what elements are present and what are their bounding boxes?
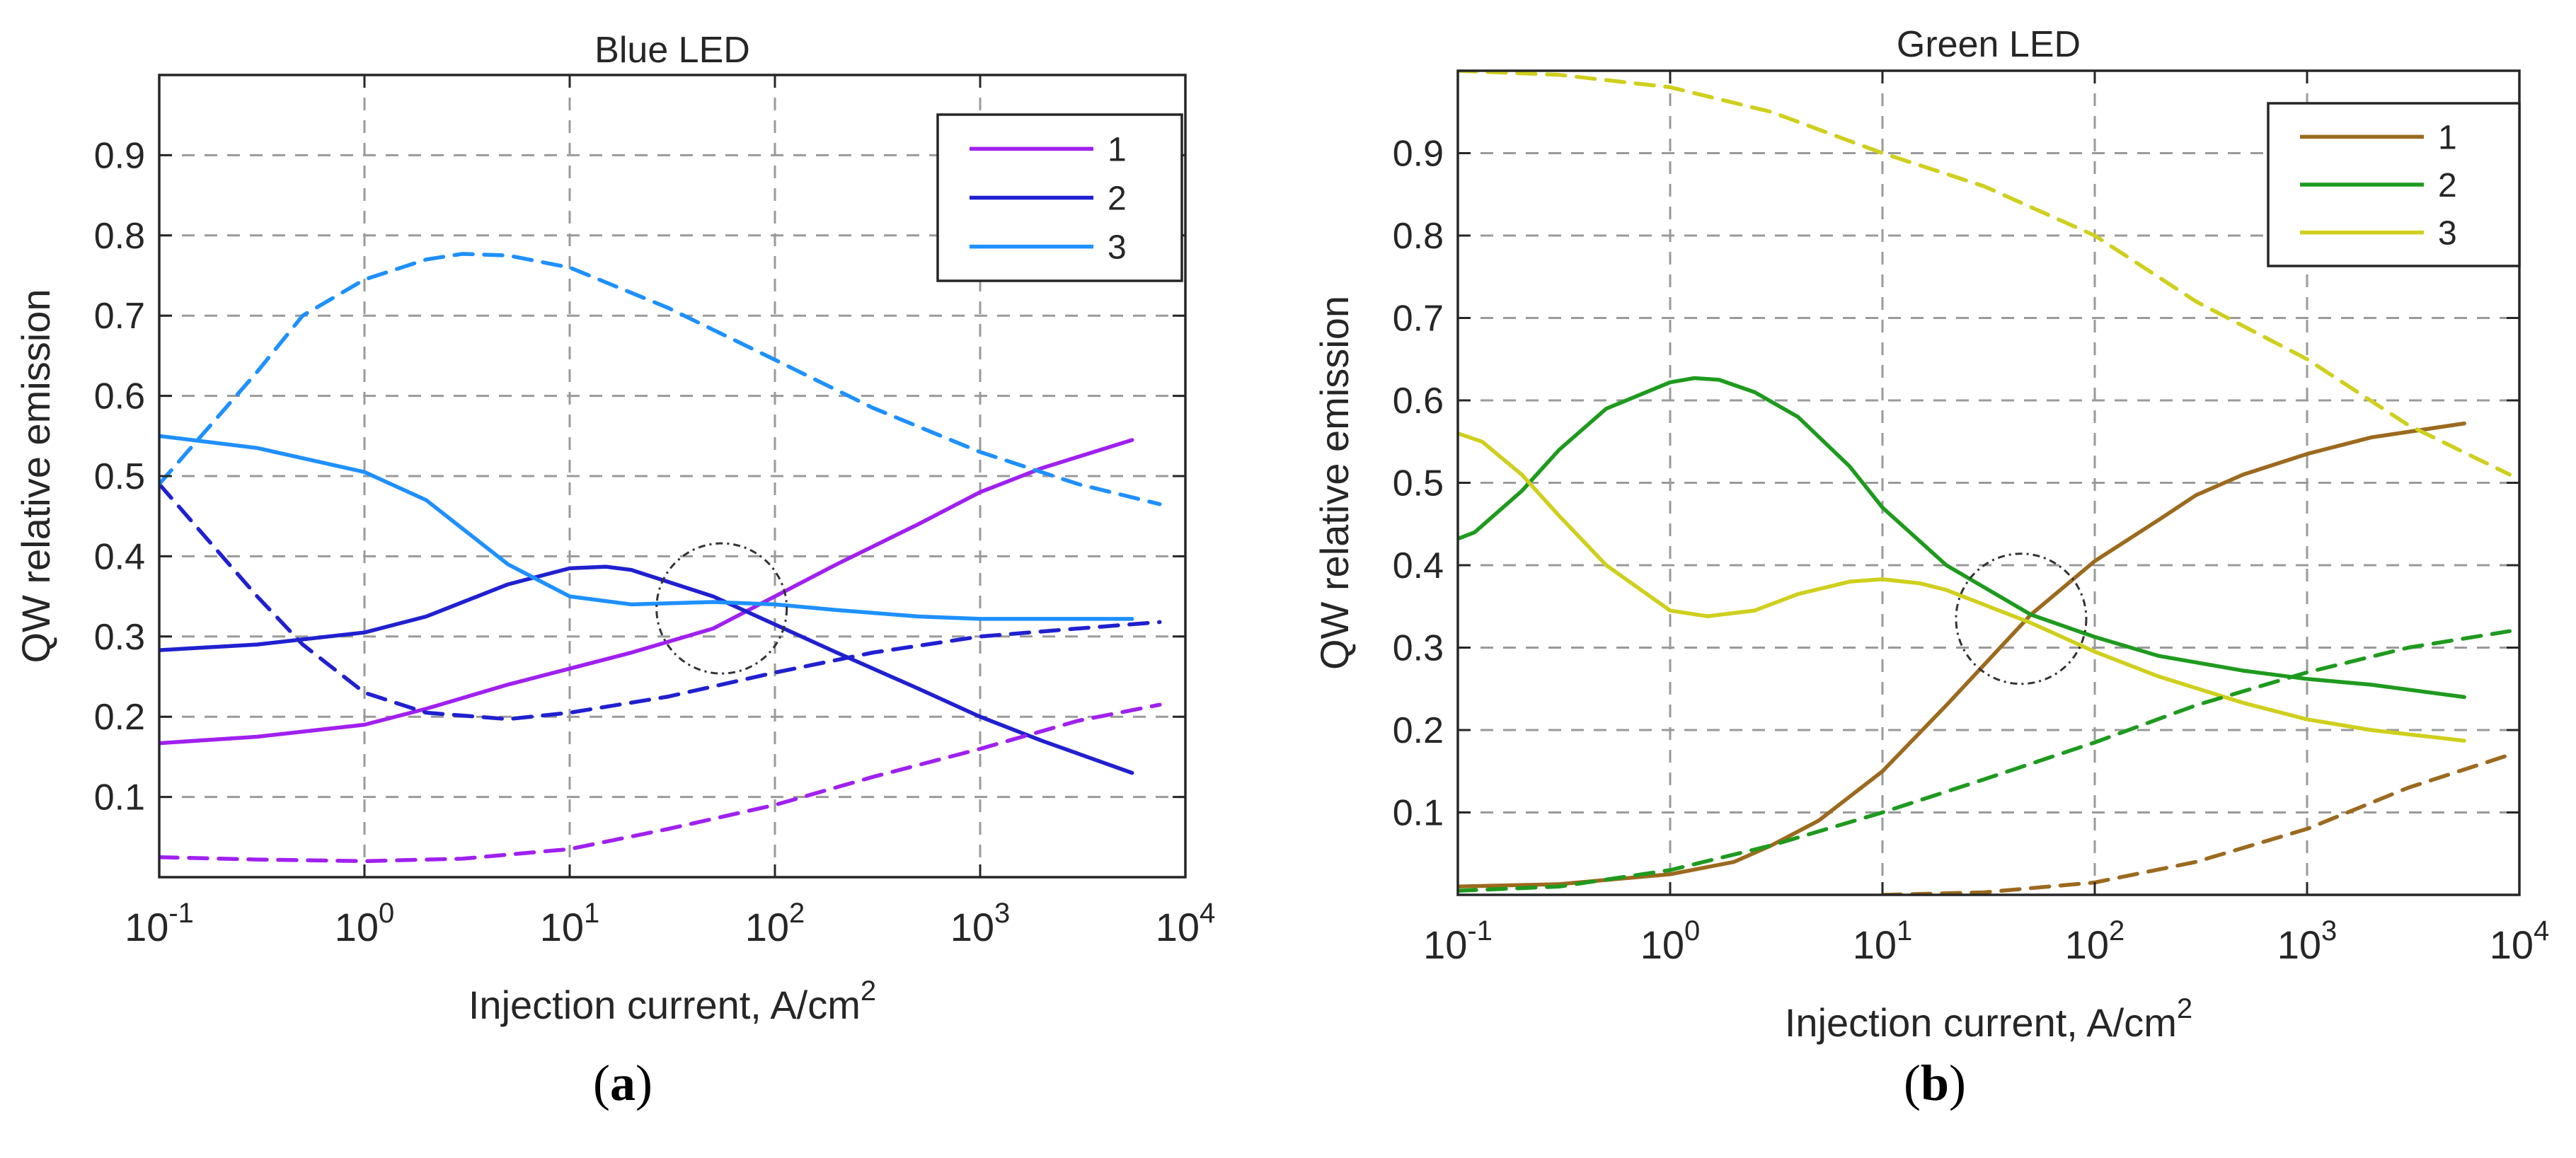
panel-label-b-letter: b [1920,1055,1950,1111]
y-tick-label: 0.9 [94,135,145,176]
series-line-dashed-3 [1880,753,2512,895]
x-tick-label: 101 [540,898,600,949]
series-line-2 [1458,376,2466,700]
series-group [159,252,1162,864]
highlight-circle [655,542,788,675]
y-tick-label: 0.7 [94,296,145,337]
x-tick-label: 103 [950,898,1011,949]
y-tick-label: 0.7 [1393,299,1444,340]
y-tick-label: 0.8 [1393,216,1444,257]
x-tick-label: 10-1 [125,898,194,949]
series-line-dashed-4 [159,482,1162,722]
panel-label-a-letter: a [609,1055,636,1111]
series-group [1458,71,2512,895]
x-tick-label: 101 [1853,915,1913,967]
legend: 1 2 3 [936,113,1183,282]
series-line-3 [1458,431,2466,743]
y-tick-label: 0.5 [1393,463,1444,504]
panel-label-a: (a) [593,1054,652,1113]
panel-label-a-close: ) [635,1055,652,1111]
x-tick-label: 100 [335,898,395,949]
series-line-2 [159,564,1134,775]
chart-green-led: 0.1 0.2 0.3 0.4 0.5 0.6 0.7 0.8 0.9 10-1 100 101 102… [1312,24,2549,1045]
x-tick-label: 104 [1156,898,1216,949]
series-line-1 [1458,421,2466,889]
panel-label-a-open: ( [593,1055,610,1111]
chart-title: Blue LED [594,30,750,71]
y-tick-label: 0.9 [1393,134,1444,175]
x-tick-label: 100 [1640,915,1701,967]
legend-label-2: 2 [1108,180,1127,218]
chart-title: Green LED [1897,24,2081,65]
y-tick-label: 0.1 [1393,793,1444,834]
panel-label-b-close: ) [1949,1055,1967,1111]
series-line-dashed-3 [159,702,1162,864]
y-tick-label: 0.4 [94,536,145,577]
legend-label-3: 3 [2438,215,2457,253]
y-tick-label: 0.4 [1393,545,1444,586]
legend-label-2: 2 [2438,167,2457,204]
y-tick-label: 0.3 [94,617,145,658]
chart-blue-led: 0.1 0.2 0.3 0.4 0.5 0.6 0.7 0.8 0.9 10-1 100 101 102… [13,30,1215,1027]
y-tick-label: 0.2 [1393,710,1444,751]
y-tick-label: 0.1 [94,777,145,818]
legend-label-1: 1 [2438,119,2457,156]
x-tick-label: 104 [2490,915,2550,967]
x-tick-label: 10-1 [1423,915,1493,967]
y-tick-label: 0.6 [1393,381,1444,422]
series-line-dashed-5 [159,252,1162,506]
x-tick-label: 102 [745,898,805,949]
x-tick-label: 102 [2065,915,2125,967]
y-tick-label: 0.5 [94,456,145,497]
legend: 1 2 3 [2267,102,2521,267]
y-tick-label: 0.6 [94,376,145,417]
y-tick-label: 0.3 [1393,628,1444,669]
series-line-1 [159,438,1134,746]
panel-label-b: (b) [1904,1054,1966,1113]
panel-label-b-open: ( [1904,1055,1921,1111]
y-tick-label: 0.2 [94,697,145,738]
series-line-dashed-4 [1458,629,2512,893]
x-axis-label: Injection current, A/cm2 [468,975,876,1027]
series-line-dashed-5 [1458,71,2512,477]
highlight-circle [1955,552,2088,685]
x-axis-label: Injection current, A/cm2 [1785,993,2192,1045]
series-line-3 [159,434,1134,621]
y-tick-label: 0.8 [94,216,145,257]
x-tick-label: 103 [2277,915,2338,967]
y-axis-label: QW relative emission [1312,296,1357,670]
y-axis-label: QW relative emission [13,289,58,663]
legend-label-1: 1 [1108,131,1127,168]
legend-label-3: 3 [1108,229,1127,267]
